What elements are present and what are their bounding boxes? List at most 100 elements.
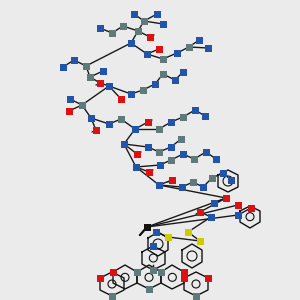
Bar [155,46,163,52]
Bar [235,202,242,208]
Bar [106,82,112,89]
Bar [97,274,104,281]
Bar [208,214,214,220]
Bar [181,268,188,275]
Bar [140,86,146,94]
Bar [134,151,140,158]
Bar [106,121,112,128]
Bar [100,68,106,74]
Bar [155,125,163,133]
Bar [196,208,203,215]
Bar [193,292,200,299]
Bar [193,292,200,299]
Bar [82,62,89,70]
Bar [121,140,128,148]
Bar [109,292,116,299]
Bar [190,178,196,185]
Bar [208,175,215,182]
Bar [212,155,220,163]
Bar [181,268,188,275]
Bar [140,17,148,25]
Bar [97,25,104,32]
Bar [193,292,200,299]
Bar [167,143,175,151]
Bar [97,80,104,86]
Bar [179,68,187,76]
Bar [97,274,104,281]
Bar [155,148,163,155]
Bar [200,184,206,190]
Bar [146,34,154,40]
Bar [235,212,242,218]
Bar [146,286,152,292]
Bar [157,161,164,169]
Bar [146,169,152,176]
Bar [110,268,116,275]
Bar [196,37,202,44]
Bar [145,143,152,151]
Bar [202,148,209,155]
Bar [179,151,187,158]
Bar [227,176,235,184]
Bar [149,242,157,250]
Bar [128,40,134,46]
Bar [97,274,104,281]
Bar [178,136,184,142]
Bar [164,233,172,241]
Bar [128,91,134,98]
Bar [86,74,94,80]
Bar [211,200,218,206]
Bar [149,266,157,274]
Bar [185,44,193,50]
Bar [202,112,208,119]
Bar [110,268,116,275]
Bar [152,229,160,236]
Bar [158,268,164,275]
Bar [65,107,73,115]
Bar [79,101,86,109]
Bar [145,118,152,125]
Bar [196,238,203,244]
Bar [173,50,181,56]
Bar [134,28,142,34]
Bar [179,113,187,121]
Bar [191,106,199,113]
Bar [143,224,151,230]
Bar [172,76,178,83]
Bar [223,194,230,202]
Bar [134,268,140,275]
Bar [143,50,151,58]
Bar [119,22,127,29]
Bar [70,56,77,64]
Bar [59,64,67,70]
Bar [109,29,116,37]
Bar [205,274,212,281]
Bar [109,292,116,299]
Bar [160,70,167,77]
Bar [88,115,94,122]
Bar [118,116,124,122]
Bar [169,176,176,184]
Bar [155,182,163,188]
Bar [154,11,160,17]
Bar [167,157,175,164]
Bar [178,184,185,190]
Bar [181,274,188,281]
Bar [160,56,167,62]
Bar [92,127,100,134]
Bar [190,155,197,163]
Bar [205,44,212,52]
Bar [152,80,158,88]
Bar [67,95,73,103]
Bar [167,118,175,125]
Bar [109,292,116,299]
Bar [205,274,212,281]
Bar [131,125,139,133]
Bar [118,95,124,103]
Bar [133,164,140,170]
Bar [160,20,167,28]
Bar [130,11,137,17]
Bar [220,169,226,176]
Bar [184,229,191,236]
Bar [248,205,254,212]
